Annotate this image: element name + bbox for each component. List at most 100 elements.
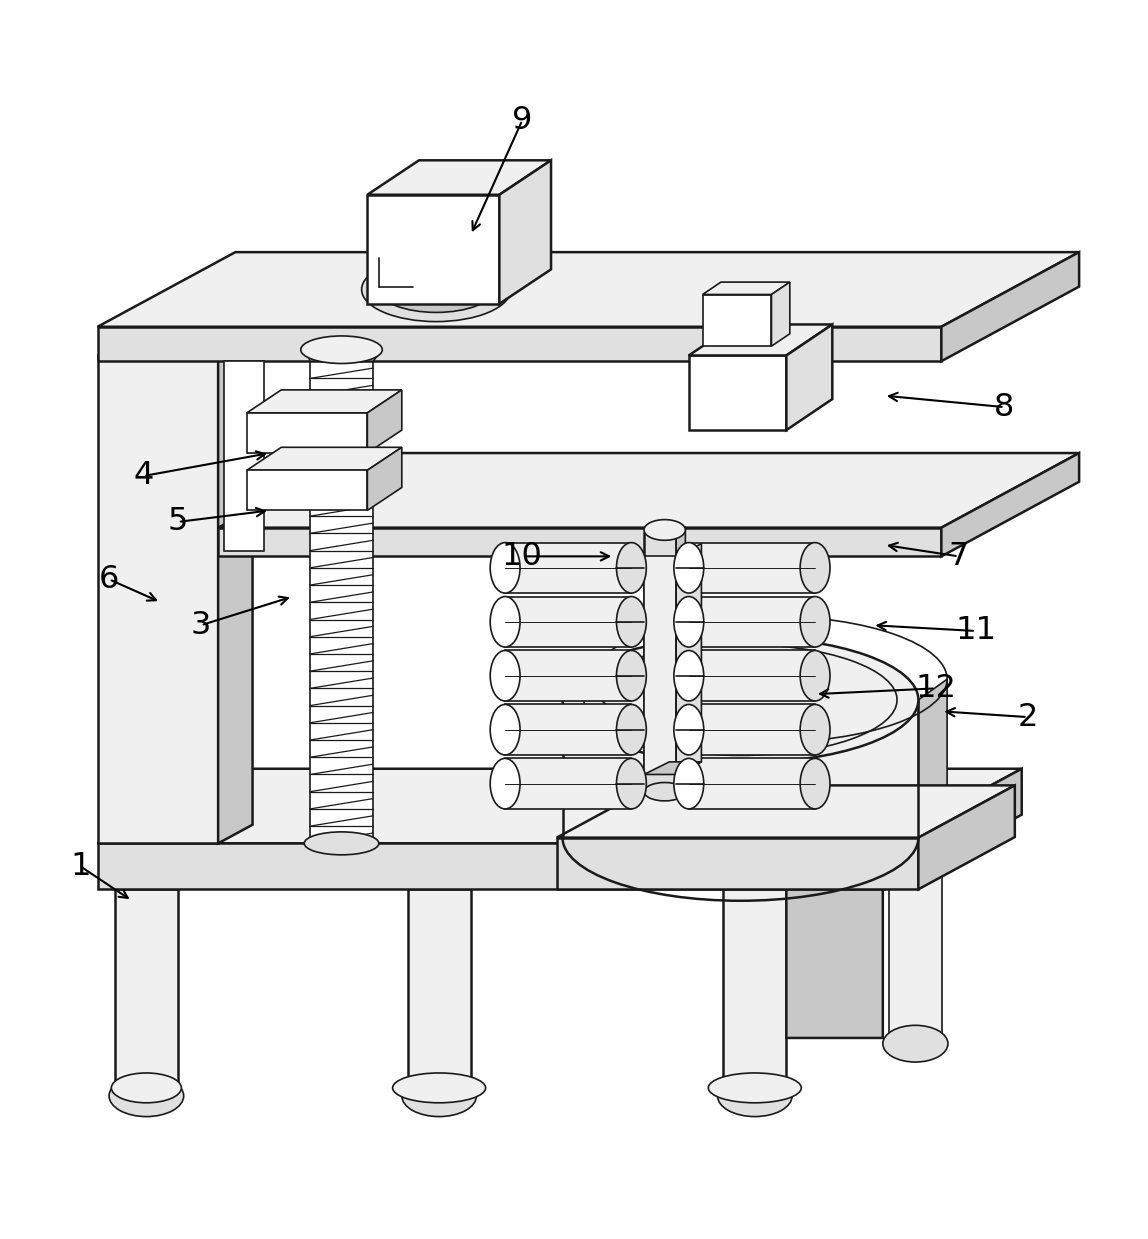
Polygon shape — [98, 768, 1022, 844]
Polygon shape — [367, 447, 402, 510]
Ellipse shape — [644, 783, 685, 800]
Polygon shape — [918, 679, 947, 838]
Ellipse shape — [109, 1075, 184, 1116]
Ellipse shape — [674, 705, 704, 755]
Polygon shape — [786, 838, 883, 1038]
Ellipse shape — [616, 543, 646, 593]
Text: 11: 11 — [955, 616, 996, 647]
Polygon shape — [644, 534, 676, 792]
Polygon shape — [98, 844, 884, 890]
Polygon shape — [218, 528, 941, 556]
Polygon shape — [505, 596, 631, 647]
Ellipse shape — [800, 705, 830, 755]
Polygon shape — [408, 890, 471, 1090]
Polygon shape — [557, 786, 1015, 838]
Polygon shape — [505, 758, 631, 809]
Ellipse shape — [883, 1026, 948, 1062]
Ellipse shape — [800, 596, 830, 647]
Polygon shape — [689, 325, 832, 356]
Polygon shape — [689, 596, 815, 647]
Text: 9: 9 — [512, 104, 533, 135]
Text: 8: 8 — [994, 392, 1015, 422]
Polygon shape — [786, 325, 832, 430]
Ellipse shape — [718, 1075, 792, 1116]
Polygon shape — [676, 527, 685, 792]
Ellipse shape — [393, 1073, 486, 1103]
Ellipse shape — [674, 543, 704, 593]
Text: 2: 2 — [1017, 701, 1038, 732]
Ellipse shape — [674, 758, 704, 809]
Text: 12: 12 — [915, 673, 956, 704]
Ellipse shape — [362, 258, 511, 322]
Polygon shape — [247, 471, 367, 510]
Polygon shape — [689, 705, 815, 755]
Polygon shape — [771, 282, 790, 346]
Ellipse shape — [800, 543, 830, 593]
Ellipse shape — [616, 705, 646, 755]
Polygon shape — [644, 556, 676, 774]
Text: 10: 10 — [502, 541, 543, 572]
Ellipse shape — [304, 831, 379, 855]
Polygon shape — [115, 890, 178, 1090]
Text: 1: 1 — [70, 851, 91, 882]
Polygon shape — [703, 282, 790, 295]
Polygon shape — [505, 543, 631, 593]
Text: 4: 4 — [133, 461, 154, 492]
Text: 7: 7 — [948, 541, 969, 572]
Polygon shape — [918, 786, 1015, 890]
Polygon shape — [505, 650, 631, 701]
Polygon shape — [247, 447, 402, 471]
Ellipse shape — [616, 596, 646, 647]
Polygon shape — [689, 650, 815, 701]
Polygon shape — [689, 543, 815, 593]
Polygon shape — [247, 413, 367, 453]
Polygon shape — [218, 453, 1079, 528]
Polygon shape — [307, 349, 382, 362]
Ellipse shape — [563, 637, 918, 763]
Polygon shape — [644, 762, 701, 774]
Polygon shape — [367, 195, 499, 304]
Polygon shape — [218, 337, 253, 844]
Ellipse shape — [490, 596, 520, 647]
Polygon shape — [98, 356, 218, 844]
Ellipse shape — [490, 543, 520, 593]
Ellipse shape — [490, 705, 520, 755]
Ellipse shape — [490, 758, 520, 809]
Polygon shape — [98, 337, 253, 356]
Ellipse shape — [111, 1073, 181, 1103]
Polygon shape — [563, 700, 918, 838]
Polygon shape — [367, 160, 551, 195]
Text: 3: 3 — [191, 610, 211, 641]
Ellipse shape — [301, 336, 382, 363]
Text: 6: 6 — [99, 564, 119, 595]
Ellipse shape — [674, 650, 704, 701]
Polygon shape — [884, 768, 1022, 890]
Polygon shape — [367, 390, 402, 453]
Ellipse shape — [644, 519, 685, 540]
Polygon shape — [224, 362, 264, 550]
Polygon shape — [247, 390, 402, 413]
Ellipse shape — [379, 266, 494, 312]
Polygon shape — [941, 453, 1079, 556]
Polygon shape — [98, 253, 1079, 327]
Ellipse shape — [490, 650, 520, 701]
Ellipse shape — [800, 650, 830, 701]
Ellipse shape — [674, 596, 704, 647]
Polygon shape — [505, 705, 631, 755]
Ellipse shape — [402, 1075, 476, 1116]
Polygon shape — [310, 362, 373, 844]
Ellipse shape — [800, 758, 830, 809]
Polygon shape — [723, 890, 786, 1090]
Polygon shape — [703, 295, 771, 346]
Ellipse shape — [616, 650, 646, 701]
Polygon shape — [499, 160, 551, 304]
Ellipse shape — [616, 758, 646, 809]
Ellipse shape — [708, 1073, 801, 1103]
Polygon shape — [676, 544, 701, 774]
Polygon shape — [889, 838, 943, 1038]
Polygon shape — [689, 356, 786, 430]
Polygon shape — [557, 838, 918, 890]
Polygon shape — [941, 253, 1079, 362]
Polygon shape — [98, 327, 941, 362]
Polygon shape — [689, 758, 815, 809]
